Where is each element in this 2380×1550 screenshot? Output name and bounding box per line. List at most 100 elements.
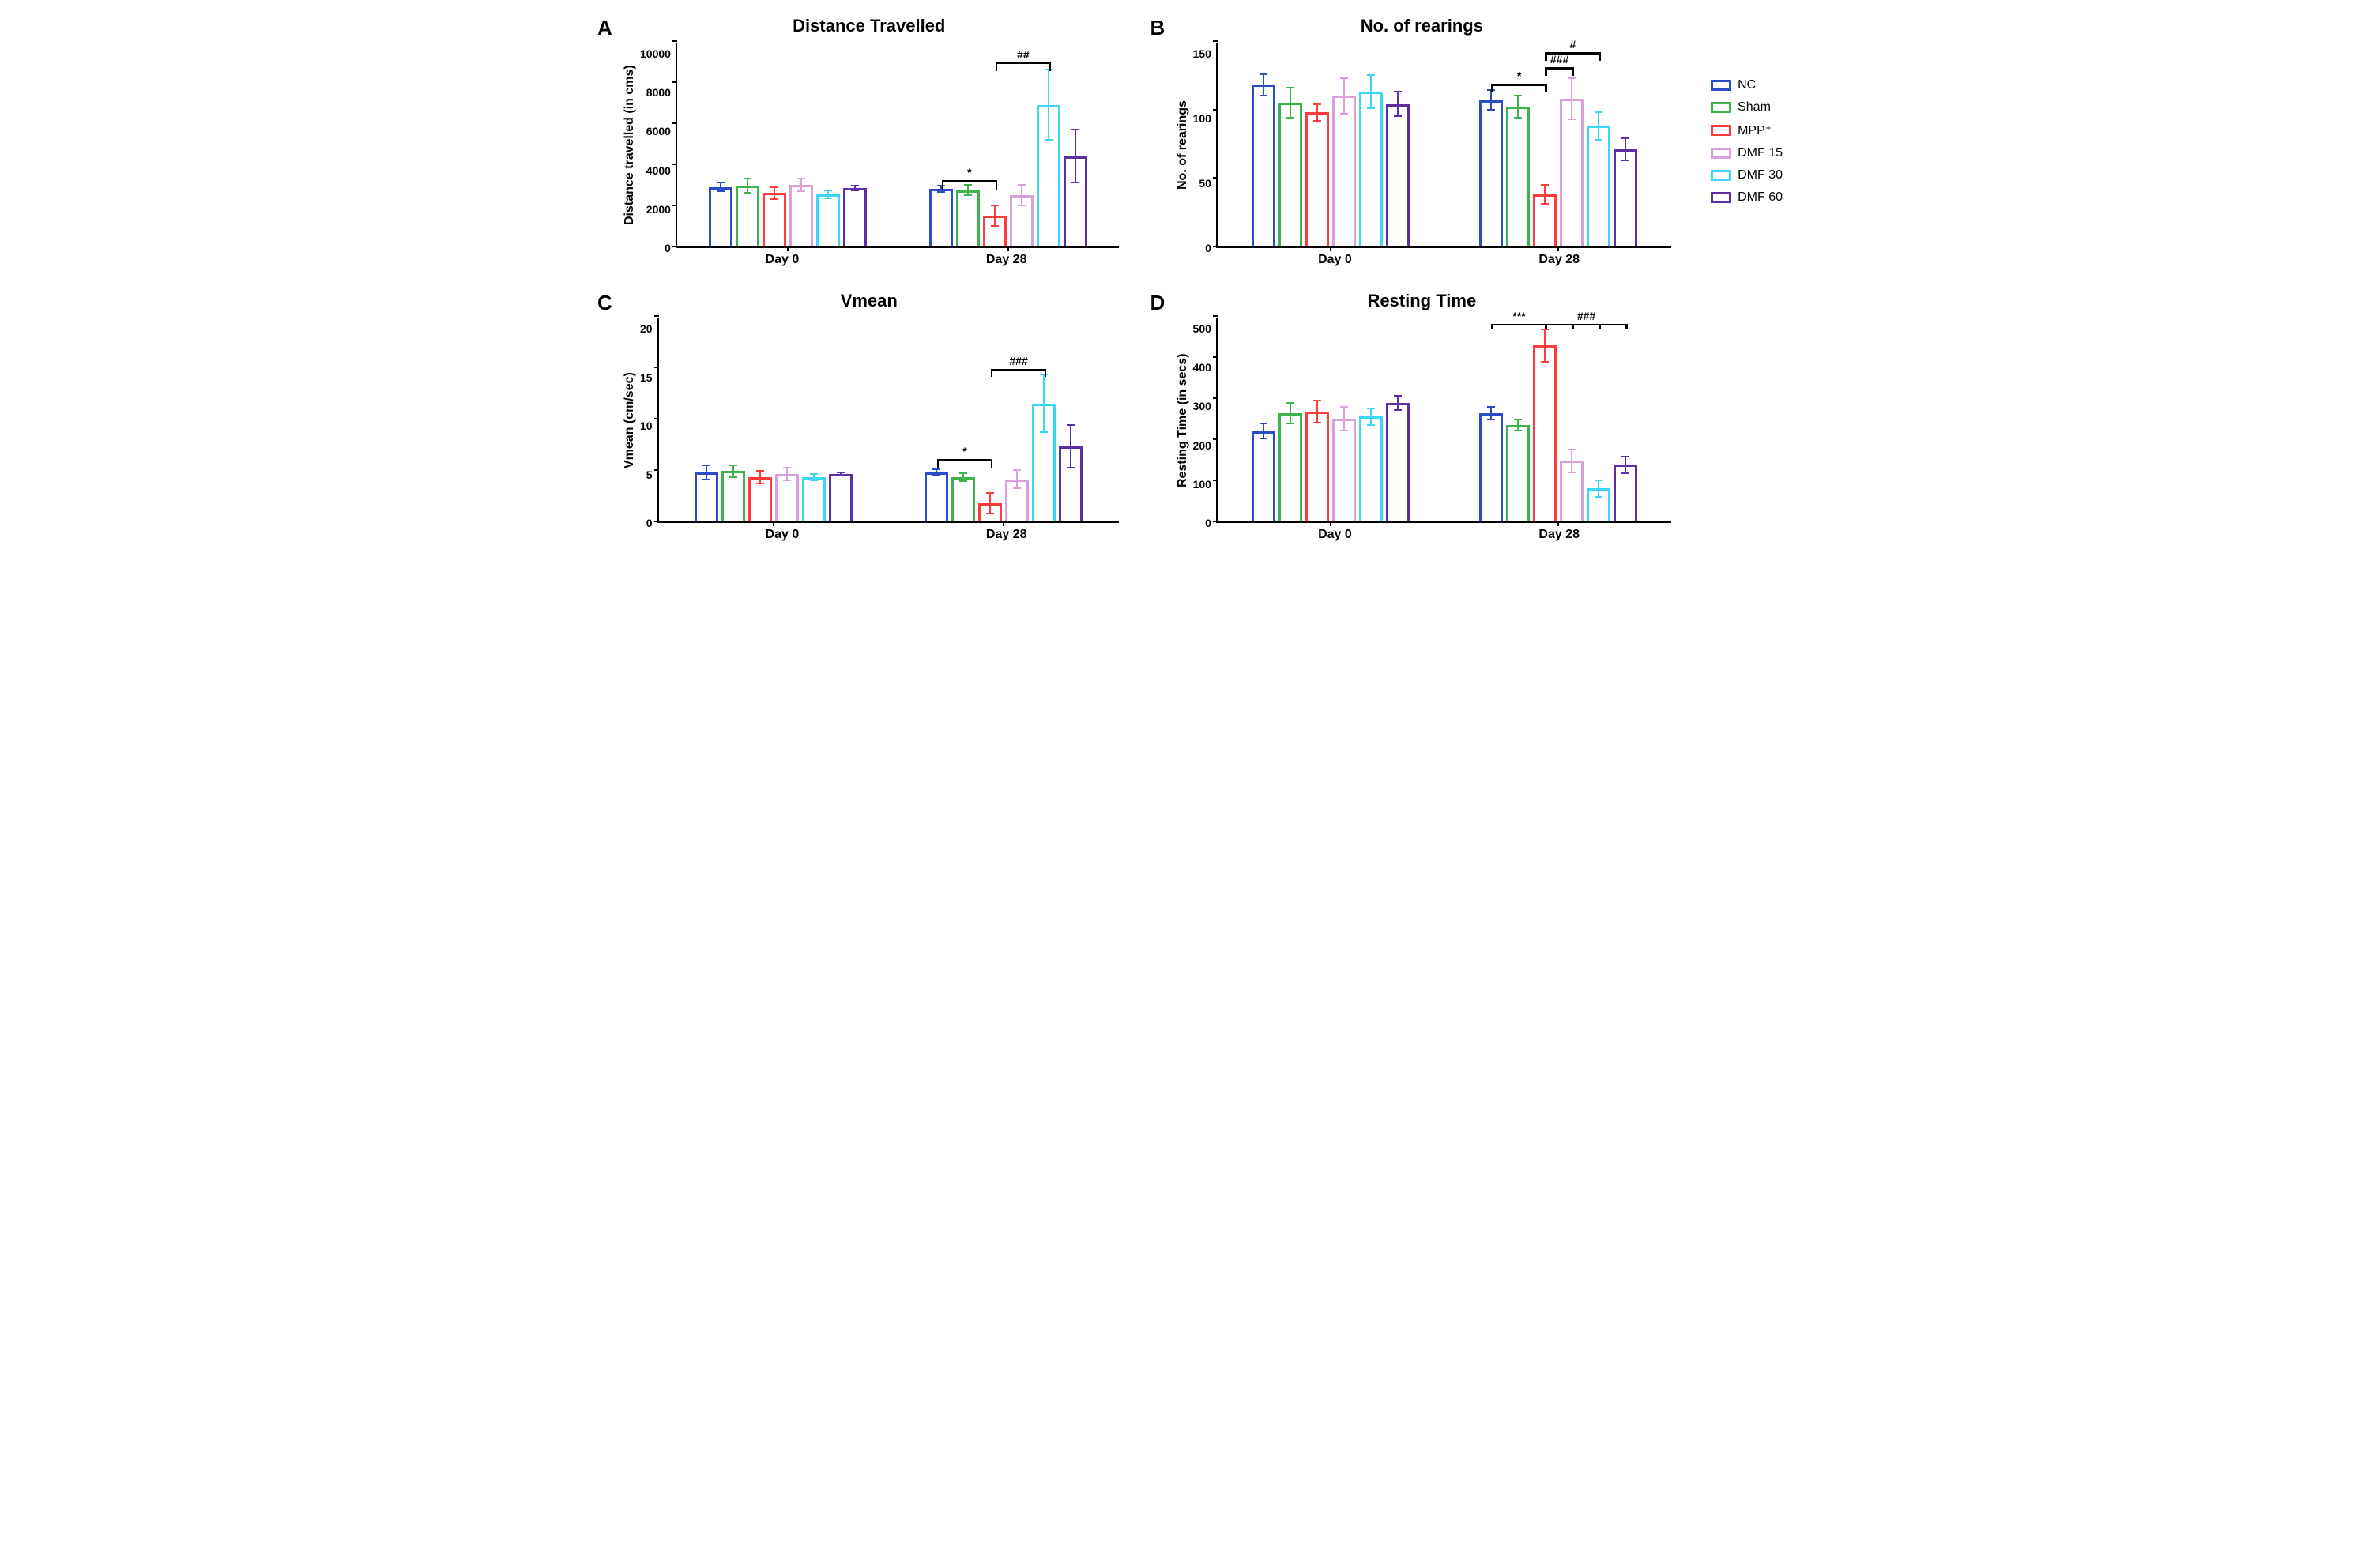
bar-rect [1278,103,1302,246]
y-tick: 400 [1193,362,1211,373]
bar-rect [736,186,759,246]
panel-d: D Resting Time Resting Time (in secs) 50… [1150,291,1672,542]
y-tick: 200 [1193,440,1211,451]
bar [721,318,745,521]
bar [1005,318,1029,521]
x-group-label: Day 28 [1447,253,1671,267]
y-tick: 10 [640,420,653,431]
bar [1010,43,1034,246]
legend-item: MPP⁺ [1711,122,1783,138]
panel-letter-b: B [1150,16,1166,40]
time-group [1444,318,1671,521]
panel-c: C Vmean Vmean (cm/sec) 20151050 *### Day… [597,291,1119,542]
panel-title-c: Vmean [619,291,1119,311]
bar-rect [695,472,718,521]
legend-item: Sham [1711,100,1783,115]
y-tick: 0 [646,517,653,529]
x-group-label: Day 0 [1223,528,1448,542]
bar [1359,43,1383,246]
panel-title-d: Resting Time [1173,291,1672,311]
y-label-a: Distance travelled (in cms) [619,43,640,248]
bars-container [1218,43,1671,246]
bar-rect [1587,488,1610,521]
bar-rect [1252,85,1275,246]
y-tick-mark [672,40,677,42]
bars-container [1218,318,1671,521]
time-group [677,43,898,246]
bar [802,318,826,521]
bar [829,318,853,521]
legend-label: Sham [1738,100,1771,115]
figure-grid: A Distance Travelled Distance travelled … [597,16,1783,542]
x-group-label: Day 28 [1447,528,1671,542]
y-tick: 8000 [646,87,671,98]
legend-swatch [1711,102,1731,113]
x-tick-mark [1330,246,1331,251]
bar-rect [1005,480,1029,521]
bar [1614,43,1637,246]
time-group [889,318,1119,521]
bars-container [659,318,1119,521]
y-tick: 0 [1205,243,1211,254]
panel-letter-c: C [597,291,612,315]
y-tick: 10000 [640,48,671,59]
bar-rect [1064,156,1087,246]
x-tick-mark [787,246,789,251]
time-group [1218,318,1444,521]
bar [1386,318,1410,521]
y-tick: 100 [1193,479,1211,490]
bar-rect [1614,149,1637,246]
bar-rect [983,216,1007,246]
bar-rect [721,471,745,521]
bar-rect [816,194,840,246]
y-tick: 0 [1205,517,1211,529]
bar [983,43,1007,246]
bar [1533,43,1557,246]
plot-b: *#### [1216,43,1671,248]
bar-rect [1386,104,1410,246]
bar [763,43,786,246]
bar [1305,318,1329,521]
time-group [659,318,889,521]
x-group-label: Day 28 [894,253,1119,267]
y-tick-mark [1213,40,1218,42]
bar [843,43,867,246]
x-tick-mark [1330,521,1331,526]
bar [956,43,980,246]
bar-rect [1479,413,1503,521]
bar-rect [775,474,799,521]
bar [748,318,772,521]
y-tick: 50 [1199,178,1211,189]
y-tick: 150 [1193,48,1211,59]
panel-b: B No. of rearings No. of rearings 150100… [1150,16,1672,267]
panel-title-a: Distance Travelled [619,16,1119,36]
bar [929,43,953,246]
legend-item: DMF 30 [1711,168,1783,182]
bar-rect [1506,107,1530,246]
plot-a: *## [676,43,1119,248]
time-group [898,43,1118,246]
bar-rect [1359,92,1383,246]
bar [1037,43,1060,246]
legend-item: DMF 60 [1711,190,1783,205]
y-ticks-c: 20151050 [640,318,657,523]
bar-rect [1305,412,1329,521]
legend: NCShamMPP⁺DMF 15DMF 30DMF 60 [1703,16,1783,267]
x-tick-mark [773,521,774,526]
bar [1252,43,1275,246]
bar [1064,43,1087,246]
bar-rect [929,189,953,246]
bar-rect [763,193,786,246]
plot-c: *### [657,318,1119,523]
bar [1332,43,1356,246]
legend-label: DMF 15 [1738,146,1783,160]
legend-swatch [1711,148,1731,159]
grid-spacer [1703,291,1783,542]
bar [1059,318,1083,521]
bar [1587,43,1610,246]
y-tick: 15 [640,372,653,383]
x-group-label: Day 28 [894,528,1119,542]
bar-rect [1305,112,1329,246]
bar-rect [1032,404,1056,522]
bar [775,318,799,521]
